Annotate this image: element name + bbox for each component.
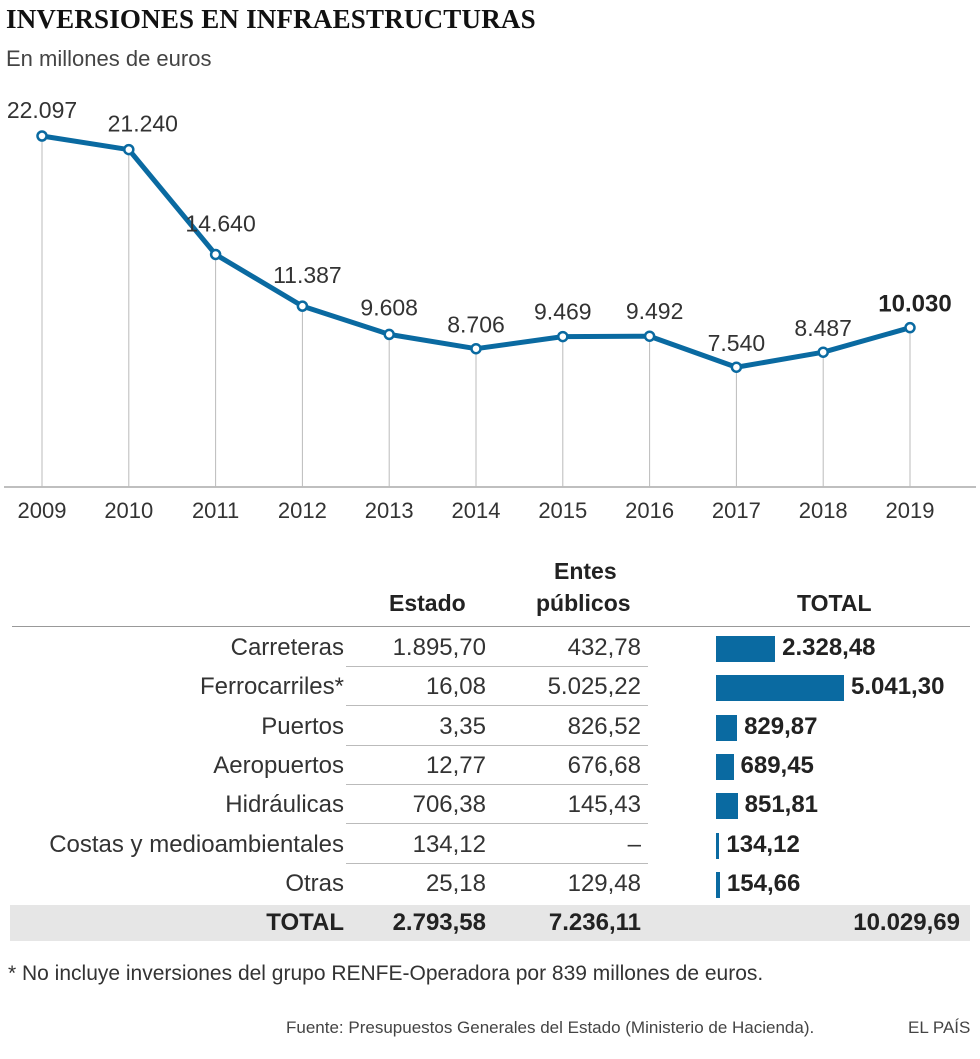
table-row: Hidráulicas 706,38 145,43 851,81 [0,785,980,825]
source-note: Fuente: Presupuestos Generales del Estad… [286,1018,815,1037]
footnote: * No incluye inversiones del grupo RENFE… [8,962,764,985]
row-total-bar [716,871,720,898]
line-chart: 22.097 2009 21.240 2010 14.640 2011 11.387 2012… [4,97,976,523]
data-label: 7.540 [708,330,766,356]
publisher-brand: EL PAÍS [908,1018,971,1037]
x-tick-label: 2011 [192,498,239,523]
row-total-bar [716,793,738,820]
data-label: 8.487 [794,315,852,341]
data-point [557,330,569,343]
row-divider [346,862,648,864]
data-point [904,321,916,334]
row-estado: 3,35 [439,712,486,740]
table-row: Puertos 3,35 826,52 829,87 [0,707,980,746]
x-tick-label: 2012 [278,498,327,523]
header-entes-line1: Entes [554,558,617,584]
row-total-bar [716,714,738,741]
totals-row: TOTAL 2.793,58 7.236,11 10.029,69 [10,905,970,941]
row-divider [346,744,648,746]
row-total-bar [716,636,776,662]
data-point [296,300,309,312]
row-divider [346,705,648,707]
x-tick-label: 2014 [452,498,501,523]
row-total-value: 154,66 [726,869,801,897]
row-label: Aeropuertos [213,751,344,779]
row-divider [346,666,648,667]
row-label: Otras [285,869,344,897]
table-row: Carreteras 1.895,70 432,78 2.328,48 [0,628,980,667]
header-divider [12,626,970,627]
row-entes: 5.025,22 [547,673,641,701]
x-tick-label: 2019 [886,498,935,523]
x-tick-label: 2013 [365,498,414,523]
table-row: Aeropuertos 12,77 676,68 689,45 [0,746,980,785]
row-estado: 134,12 [412,830,486,858]
data-point [383,328,395,341]
row-entes: – [627,830,641,858]
totals-entes: 7.236,11 [548,909,641,936]
row-divider [346,783,648,785]
x-tick-label: 2017 [712,498,761,523]
table-row: Ferrocarriles* 16,08 5.025,22 5.041,30 [0,667,980,707]
row-divider [346,823,648,825]
row-label: Costas y medioambientales [49,830,344,858]
header-estado: Estado [389,590,466,616]
row-estado: 706,38 [412,791,486,819]
totals-estado: 2.793,58 [392,909,486,936]
data-label: 21.240 [108,111,178,137]
row-label: Ferrocarriles* [199,673,344,701]
row-total-value: 829,87 [744,712,818,740]
row-total-value: 689,45 [740,751,814,779]
row-entes: 432,78 [567,634,641,661]
data-point [470,342,482,355]
data-point [36,130,48,142]
table-row: Otras 25,18 129,48 154,66 [0,864,980,903]
header-total: TOTAL [797,590,872,616]
data-label: 10.030 [878,291,951,318]
data-label: 8.706 [447,312,505,338]
chart-title: INVERSIONES EN INFRAESTRUCTURAS [6,4,536,34]
data-label: 9.469 [534,299,592,325]
row-entes: 676,68 [567,751,641,779]
row-estado: 25,18 [425,869,486,897]
data-point [209,248,222,261]
data-label: 22.097 [7,97,77,123]
header-entes-line2: públicos [536,590,631,616]
table-row: Costas y medioambientales 134,12 – 134,12 [0,825,980,864]
row-label: Puertos [261,712,344,740]
row-estado: 1.895,70 [392,634,486,661]
totals-total: 10.029,69 [853,909,960,936]
totals-label: TOTAL [266,909,344,936]
row-total-value: 851,81 [744,791,819,819]
row-entes: 129,48 [567,869,641,897]
data-point [643,330,656,342]
x-tick-label: 2015 [538,498,587,523]
data-point [730,361,743,373]
row-total-value: 5.041,30 [851,673,945,701]
row-total-bar [716,832,720,859]
data-label: 9.608 [360,294,418,320]
data-point [123,143,135,156]
x-tick-label: 2018 [799,498,848,523]
data-label: 9.492 [626,298,684,324]
data-label: 11.387 [273,262,342,288]
x-tick-label: 2010 [104,498,153,523]
row-label: Carreteras [230,634,344,661]
chart-subtitle: En millones de euros [6,46,212,71]
row-label: Hidráulicas [225,791,344,819]
row-total-value: 2.328,48 [782,634,876,661]
row-total-bar [716,753,734,780]
row-estado: 16,08 [425,673,486,701]
row-estado: 12,77 [425,751,486,779]
row-entes: 145,43 [567,791,641,819]
row-entes: 826,52 [567,712,641,740]
data-point [817,346,829,358]
data-label: 14.640 [185,210,255,236]
x-tick-label: 2009 [18,498,67,523]
row-total-bar [716,675,844,702]
row-total-value: 134,12 [726,830,800,858]
x-tick-label: 2016 [625,498,674,523]
